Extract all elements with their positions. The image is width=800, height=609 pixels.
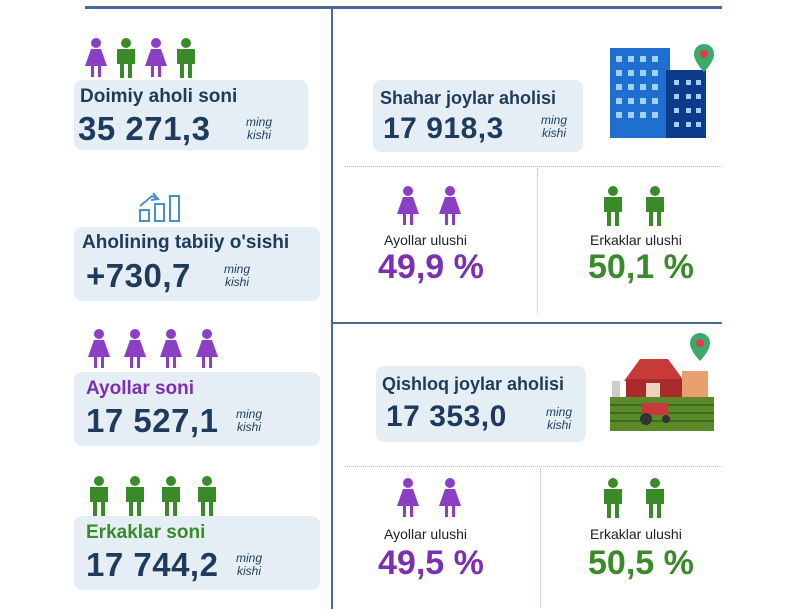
women-icons [84,329,222,369]
man-icon [640,186,670,226]
man-icon [598,478,628,518]
urban-card: Shahar joylar aholisi 17 918,3 ming kishi [373,80,583,152]
man-icon [156,476,186,516]
man-icon [120,476,150,516]
man-icon [84,476,114,516]
woman-icon [393,186,423,226]
urban-women-value: 49,9 % [378,248,484,286]
urban-men-icons [598,186,670,226]
man-icon [598,186,628,226]
growth-chart-icon [139,192,180,222]
total-population-icons [84,38,198,78]
city-buildings-icon [610,44,714,138]
urban-share-divider [537,168,538,314]
men-value: 17 744,2 [86,546,219,583]
growth-card: Aholining tabiiy o'sishi +730,7 ming kish… [74,227,320,301]
men-title: Erkaklar soni [86,522,206,543]
rural-women-label: Ayollar ulushi [384,526,468,542]
urban-title: Shahar joylar aholisi [380,88,557,108]
man-icon [640,478,670,518]
growth-unit: ming kishi [224,262,251,289]
urban-men-label: Erkaklar ulushi [590,232,682,248]
woman-icon [435,478,465,518]
top-rule [85,6,722,9]
farm-icon [610,333,714,431]
total-population-title: Doimiy aholi soni [80,86,238,107]
women-value: 17 527,1 [86,402,219,439]
rural-title: Qishloq joylar aholisi [382,374,565,394]
woman-icon [192,329,222,369]
woman-icon [156,329,186,369]
urban-unit: ming kishi [541,113,568,140]
woman-icon [84,329,114,369]
rural-value: 17 353,0 [386,400,507,433]
total-population-unit: ming kishi [246,115,273,142]
rural-separator [345,466,722,467]
urban-women-icons [393,186,465,226]
rural-women-value: 49,5 % [378,544,484,582]
women-card: Ayollar soni 17 527,1 ming kishi [74,372,320,446]
man-icon [192,476,222,516]
woman-icon [120,329,150,369]
growth-value: +730,7 [86,257,191,294]
urban-separator [345,166,722,167]
rural-card: Qishloq joylar aholisi 17 353,0 ming kish… [376,366,586,442]
rural-women-icons [393,478,465,518]
men-card: Erkaklar soni 17 744,2 ming kishi [74,516,320,590]
rural-unit: ming kishi [546,405,573,432]
men-unit: ming kishi [236,551,263,578]
women-title: Ayollar soni [86,378,195,399]
right-section-divider [333,322,722,324]
woman-icon [393,478,423,518]
women-unit: ming kishi [236,407,263,434]
woman-icon [84,38,108,78]
rural-share-divider [540,468,541,608]
woman-icon [144,38,168,78]
man-icon [114,38,138,78]
total-population-value: 35 271,3 [78,110,211,147]
urban-value: 17 918,3 [383,112,504,145]
urban-men-value: 50,1 % [588,248,694,286]
men-icons [84,476,222,516]
woman-icon [435,186,465,226]
growth-title: Aholining tabiiy o'sishi [82,232,290,253]
center-divider [331,8,333,609]
urban-women-label: Ayollar ulushi [384,232,468,248]
rural-men-label: Erkaklar ulushi [590,526,682,542]
rural-men-icons [598,478,670,518]
man-icon [174,38,198,78]
rural-men-value: 50,5 % [588,544,694,582]
total-population-card: Doimiy aholi soni 35 271,3 ming kishi [74,80,308,150]
